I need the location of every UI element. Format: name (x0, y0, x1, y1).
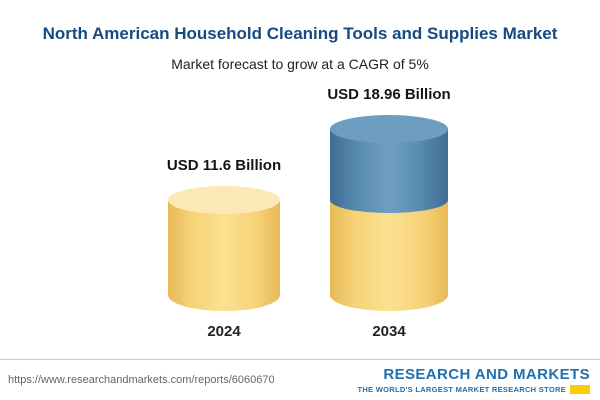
cylinder-segment-joint (330, 186, 448, 213)
cylinder-segment-2034-base (330, 199, 448, 311)
cylinder-2034 (330, 115, 448, 311)
value-label-2034: USD 18.96 Billion (327, 86, 451, 104)
brand-tagline: THE WORLD'S LARGEST MARKET RESEARCH STOR… (357, 385, 566, 394)
brand-mark-icon (570, 385, 590, 394)
bar-group-2034: USD 18.96 Billion 2034 (327, 86, 451, 340)
cylinder-2024 (168, 185, 280, 311)
report-url: https://www.researchandmarkets.com/repor… (8, 374, 275, 386)
chart-subtitle: Market forecast to grow at a CAGR of 5% (171, 56, 429, 72)
footer-divider (0, 359, 600, 360)
cylinder-cap-2034 (330, 115, 448, 144)
category-label-2034: 2034 (372, 323, 406, 340)
chart-title: North American Household Cleaning Tools … (42, 24, 558, 43)
value-label-2024: USD 11.6 Billion (166, 156, 282, 174)
cylinder-cap-2024 (168, 185, 280, 214)
brand-word-and: AND (474, 366, 509, 383)
bar-group-2024: USD 11.6 Billion 2024 (166, 156, 282, 340)
cylinder-segment-2034-growth (330, 115, 448, 213)
category-label-2024: 2024 (207, 323, 241, 340)
brand-logo: RESEARCH AND MARKETS THE WORLD'S LARGEST… (357, 366, 590, 394)
brand-name: RESEARCH AND MARKETS (357, 366, 590, 383)
brand-word-research: RESEARCH (383, 366, 471, 383)
brand-tagline-row: THE WORLD'S LARGEST MARKET RESEARCH STOR… (357, 385, 590, 394)
cylinder-segment-2024-base (168, 185, 280, 311)
brand-word-markets: MARKETS (513, 366, 590, 383)
